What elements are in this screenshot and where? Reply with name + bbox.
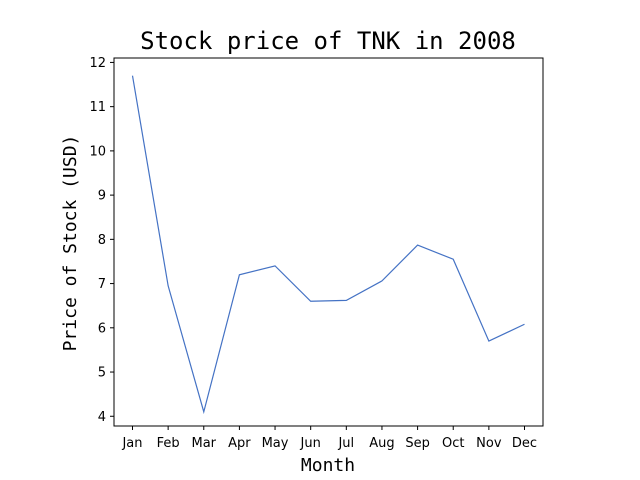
- y-tick-label: 6: [98, 321, 106, 336]
- x-tick-label: Aug: [369, 436, 394, 451]
- x-axis-ticks: Jan Feb Mar Apr May Jun Jul Aug Sep Oct Nov Dec: [121, 426, 537, 451]
- x-tick-label: Sep: [405, 436, 430, 451]
- x-tick-label: Nov: [476, 436, 502, 451]
- y-tick-label: 8: [98, 233, 106, 248]
- y-tick-label: 11: [89, 100, 106, 115]
- y-tick-label: 7: [98, 277, 106, 292]
- y-tick-label: 5: [98, 366, 106, 381]
- x-tick-label: Jul: [337, 436, 354, 451]
- x-axis-label: Month: [301, 455, 355, 476]
- x-tick-label: May: [262, 436, 289, 451]
- x-tick-label: Jan: [121, 436, 142, 451]
- y-tick-label: 10: [89, 144, 106, 159]
- x-tick-label: Apr: [228, 436, 251, 451]
- y-tick-label: 9: [98, 189, 106, 204]
- series-line: [131, 75, 525, 415]
- y-axis-label: Price of Stock (USD): [60, 135, 81, 352]
- series-layer: [131, 75, 525, 415]
- x-tick-label: Dec: [512, 436, 537, 451]
- y-tick-label: 12: [89, 56, 106, 71]
- plot-frame: [113, 57, 544, 427]
- chart-title: Stock price of TNK in 2008: [140, 27, 516, 55]
- y-tick-label: 4: [98, 410, 106, 425]
- x-tick-label: Feb: [157, 436, 180, 451]
- y-axis-ticks: 4 5 6 7 8 9 10 11 12: [89, 56, 114, 425]
- x-tick-label: Mar: [192, 436, 217, 451]
- x-tick-label: Oct: [442, 436, 464, 451]
- x-tick-label: Jun: [300, 436, 321, 451]
